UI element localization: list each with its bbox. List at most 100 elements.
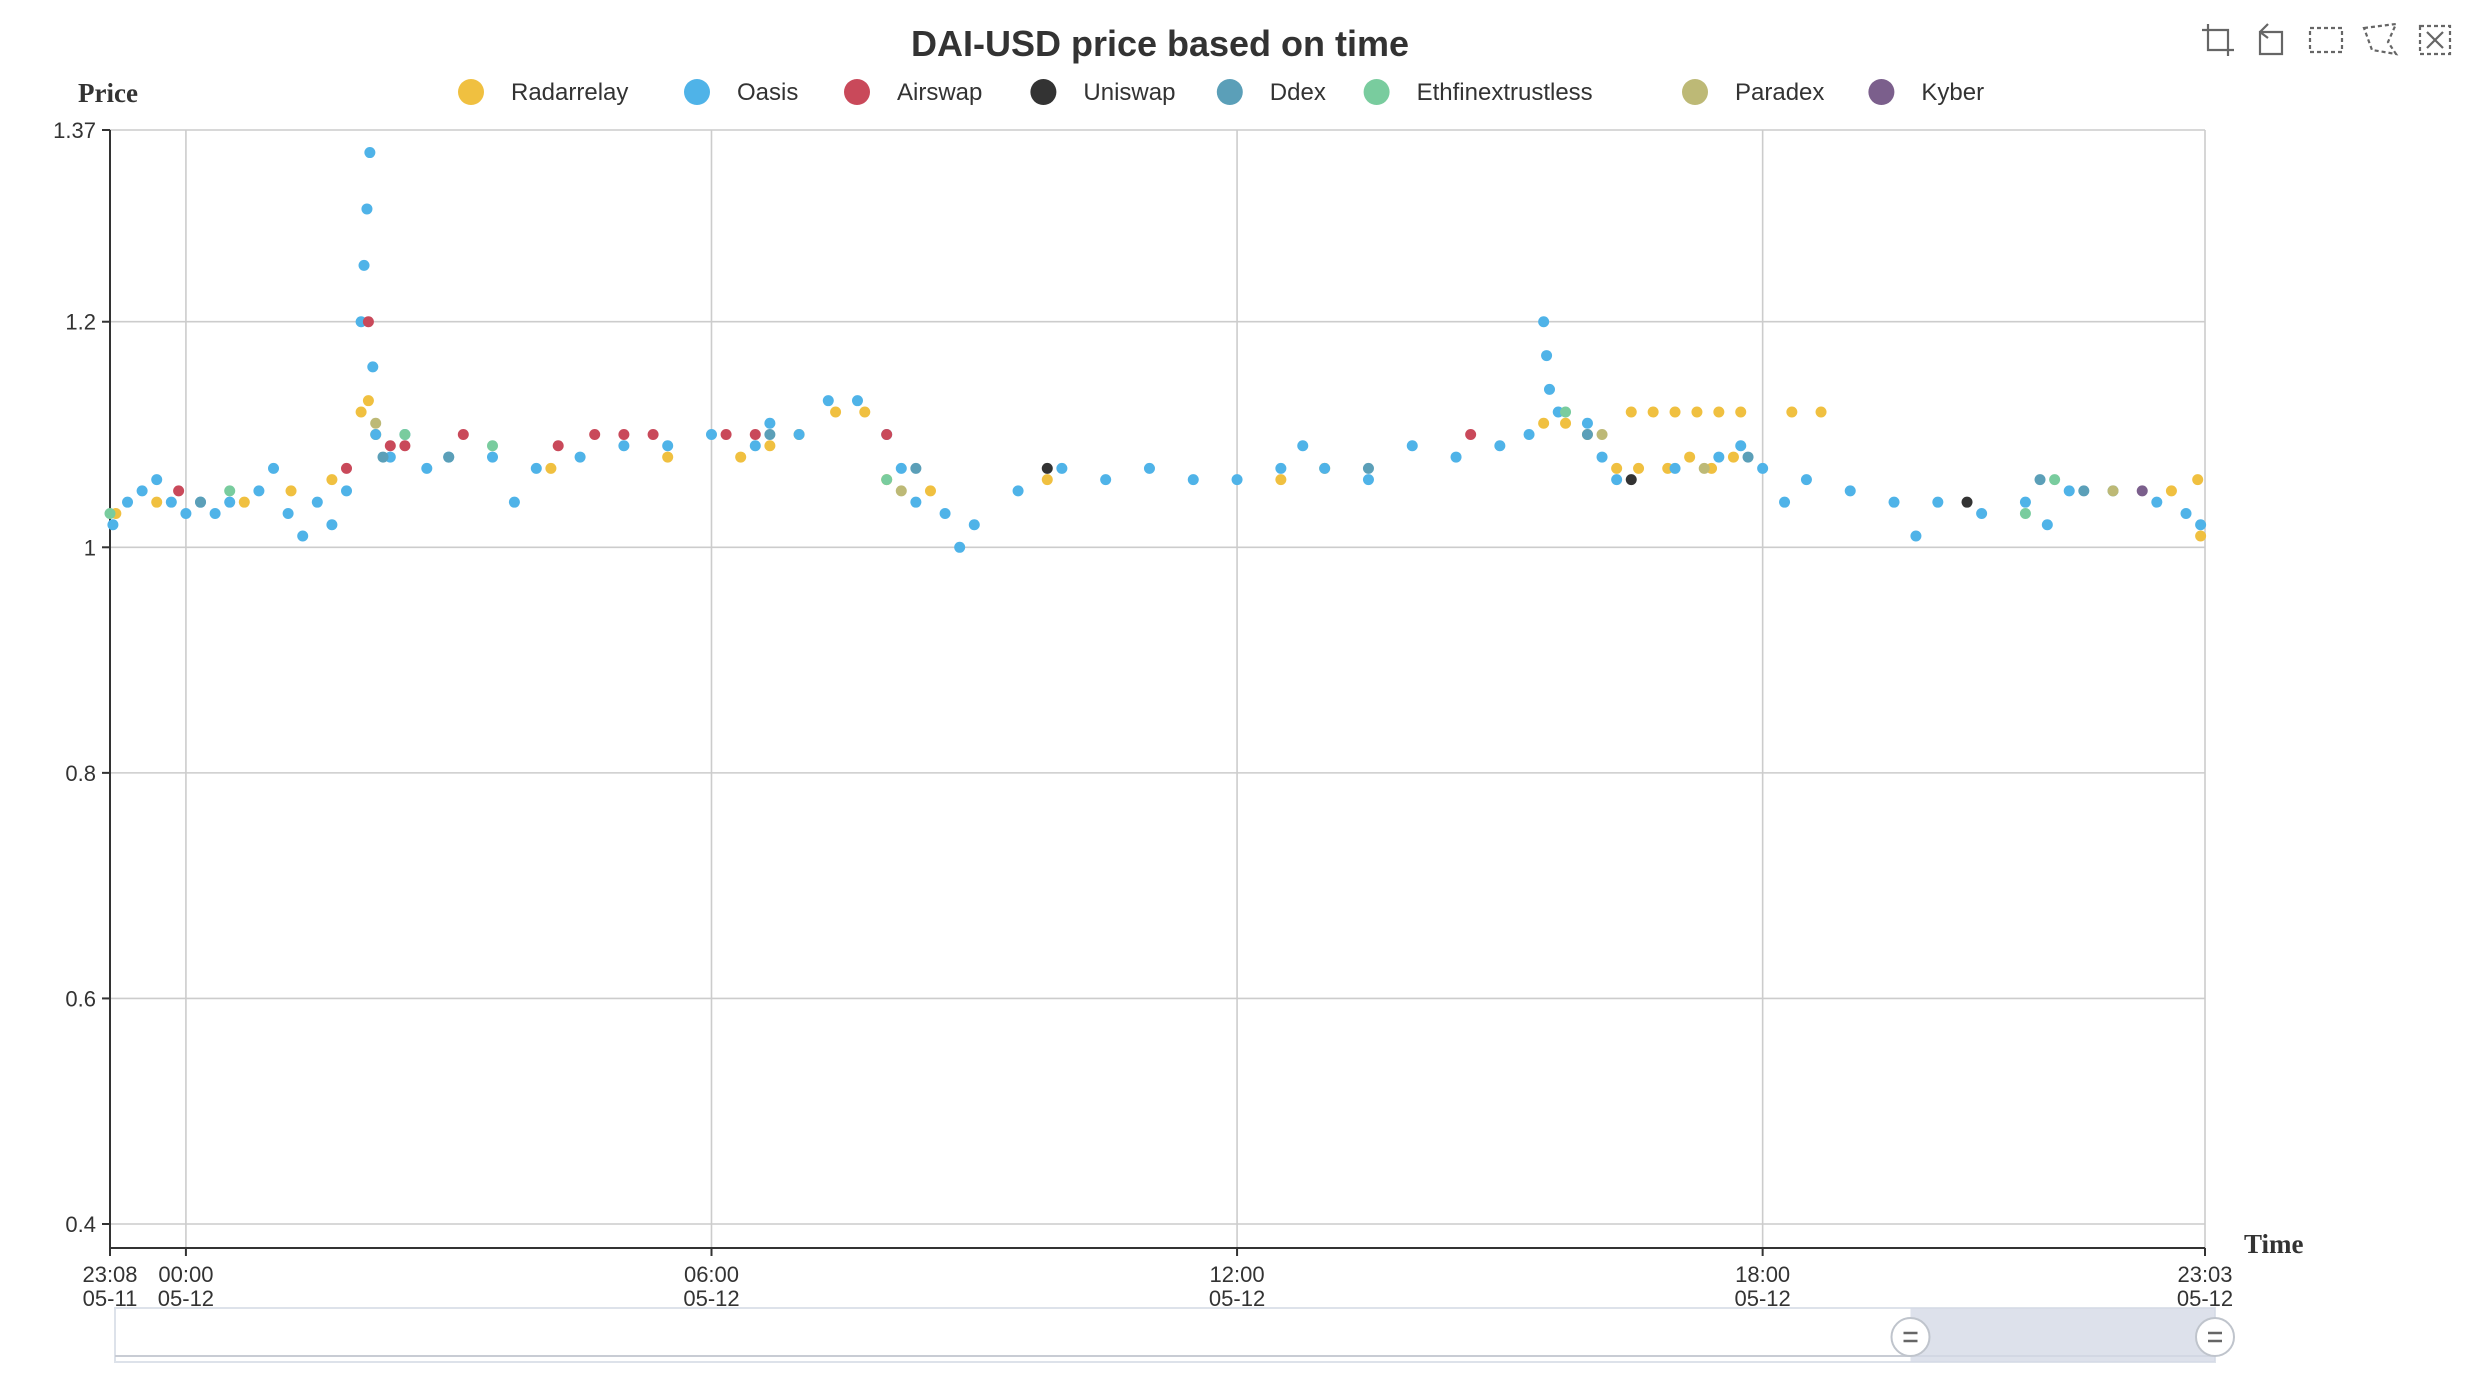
data-point[interactable] — [1800, 474, 1812, 486]
zoom-reset-icon[interactable] — [2258, 23, 2284, 56]
data-point[interactable] — [764, 417, 776, 429]
data-point[interactable] — [282, 507, 294, 519]
data-point[interactable] — [1362, 474, 1374, 486]
data-zoom-handle-start[interactable] — [1890, 1317, 1931, 1357]
data-point[interactable] — [830, 406, 842, 418]
data-point[interactable] — [1543, 383, 1555, 395]
data-point[interactable] — [1976, 507, 1988, 519]
data-point[interactable] — [1596, 451, 1608, 463]
data-point[interactable] — [224, 485, 236, 497]
data-point[interactable] — [939, 507, 951, 519]
data-point[interactable] — [1581, 429, 1593, 441]
data-point[interactable] — [364, 147, 376, 159]
data-point[interactable] — [107, 519, 119, 531]
data-point[interactable] — [1910, 530, 1922, 542]
data-point[interactable] — [1538, 316, 1550, 328]
data-point[interactable] — [749, 429, 761, 441]
data-point[interactable] — [1779, 496, 1791, 508]
data-point[interactable] — [1581, 417, 1593, 429]
data-point[interactable] — [662, 440, 674, 452]
data-point[interactable] — [180, 507, 192, 519]
data-point[interactable] — [1056, 462, 1068, 474]
data-point[interactable] — [1406, 440, 1418, 452]
data-point[interactable] — [399, 440, 411, 452]
data-point[interactable] — [421, 462, 433, 474]
data-point[interactable] — [822, 395, 834, 407]
data-point[interactable] — [2136, 485, 2148, 497]
data-point[interactable] — [341, 462, 353, 474]
data-point[interactable] — [793, 429, 805, 441]
data-point[interactable] — [954, 541, 966, 553]
data-point[interactable] — [2078, 485, 2090, 497]
data-point[interactable] — [910, 462, 922, 474]
data-point[interactable] — [268, 462, 280, 474]
data-point[interactable] — [1669, 406, 1681, 418]
data-point[interactable] — [1611, 462, 1623, 474]
data-point[interactable] — [1187, 474, 1199, 486]
data-point[interactable] — [1450, 451, 1462, 463]
data-point[interactable] — [2019, 507, 2031, 519]
data-point[interactable] — [2151, 496, 2163, 508]
polygon-select-icon[interactable] — [2362, 22, 2399, 56]
data-point[interactable] — [924, 485, 936, 497]
data-point[interactable] — [2049, 474, 2061, 486]
data-point[interactable] — [764, 429, 776, 441]
data-point[interactable] — [122, 496, 134, 508]
legend-item-paradex[interactable]: Paradex — [1682, 79, 1824, 106]
data-point[interactable] — [1596, 429, 1608, 441]
legend-item-airswap[interactable]: Airswap — [844, 79, 982, 106]
data-point[interactable] — [1275, 474, 1287, 486]
data-point[interactable] — [443, 451, 455, 463]
data-point[interactable] — [1231, 474, 1243, 486]
data-point[interactable] — [1735, 406, 1747, 418]
data-point[interactable] — [224, 496, 236, 508]
data-point[interactable] — [2063, 485, 2075, 497]
legend-item-ddex[interactable]: Ddex — [1216, 79, 1326, 106]
data-point[interactable] — [1362, 462, 1374, 474]
data-point[interactable] — [285, 485, 297, 497]
data-point[interactable] — [705, 429, 717, 441]
data-point[interactable] — [1319, 462, 1331, 474]
data-point[interactable] — [1691, 406, 1703, 418]
data-point[interactable] — [370, 417, 382, 429]
data-point[interactable] — [530, 462, 542, 474]
data-point[interactable] — [341, 485, 353, 497]
data-point[interactable] — [764, 440, 776, 452]
data-point[interactable] — [1633, 462, 1645, 474]
data-point[interactable] — [1647, 406, 1659, 418]
data-point[interactable] — [1625, 406, 1637, 418]
data-point[interactable] — [1713, 406, 1725, 418]
data-point[interactable] — [399, 429, 411, 441]
data-point[interactable] — [2195, 519, 2207, 531]
data-point[interactable] — [326, 474, 338, 486]
data-point[interactable] — [2192, 474, 2204, 486]
data-point[interactable] — [749, 440, 761, 452]
data-point[interactable] — [151, 474, 163, 486]
data-point[interactable] — [209, 507, 221, 519]
data-point[interactable] — [104, 507, 116, 519]
data-point[interactable] — [238, 496, 250, 508]
data-point[interactable] — [2019, 496, 2031, 508]
rect-select-icon[interactable] — [2308, 26, 2344, 54]
data-point[interactable] — [367, 361, 379, 373]
data-point[interactable] — [662, 451, 674, 463]
data-point[interactable] — [2041, 519, 2053, 531]
data-point[interactable] — [1012, 485, 1024, 497]
data-point[interactable] — [1143, 462, 1155, 474]
data-point[interactable] — [895, 485, 907, 497]
data-point[interactable] — [1611, 474, 1623, 486]
data-point[interactable] — [1625, 474, 1637, 486]
data-point[interactable] — [457, 429, 469, 441]
data-point[interactable] — [136, 485, 148, 497]
data-point[interactable] — [1961, 496, 1973, 508]
data-zoom-handle-end[interactable] — [2195, 1317, 2235, 1357]
legend-item-oasis[interactable]: Oasis — [684, 79, 798, 106]
data-point[interactable] — [881, 474, 893, 486]
data-point[interactable] — [545, 462, 557, 474]
legend-item-radarrelay[interactable]: Radarrelay — [458, 79, 628, 106]
data-point[interactable] — [1888, 496, 1900, 508]
data-point[interactable] — [618, 429, 630, 441]
data-point[interactable] — [1560, 406, 1572, 418]
data-point[interactable] — [2180, 507, 2192, 519]
data-point[interactable] — [968, 519, 980, 531]
